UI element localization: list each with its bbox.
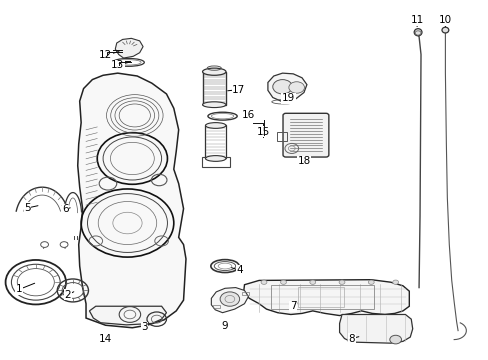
- Polygon shape: [89, 306, 166, 325]
- Polygon shape: [339, 315, 412, 343]
- Text: 18: 18: [297, 156, 310, 166]
- Bar: [205, 126, 225, 158]
- Text: 8: 8: [348, 333, 354, 343]
- Text: 17: 17: [231, 85, 245, 95]
- Text: 7: 7: [289, 301, 296, 311]
- Text: 19: 19: [281, 93, 294, 103]
- Bar: [212, 305, 220, 309]
- Text: 2: 2: [64, 290, 71, 300]
- Polygon shape: [115, 39, 143, 58]
- Text: 14: 14: [99, 333, 112, 343]
- Polygon shape: [267, 73, 306, 102]
- Ellipse shape: [202, 68, 225, 75]
- Bar: [202, 72, 225, 105]
- Ellipse shape: [205, 156, 225, 161]
- Text: 11: 11: [409, 15, 423, 26]
- Bar: [277, 132, 286, 140]
- Text: 10: 10: [438, 15, 451, 26]
- Text: 9: 9: [221, 321, 228, 331]
- Bar: [298, 287, 344, 307]
- Circle shape: [280, 280, 286, 284]
- Polygon shape: [211, 288, 248, 313]
- Circle shape: [367, 280, 373, 284]
- Text: 15: 15: [256, 127, 269, 136]
- Ellipse shape: [441, 27, 448, 33]
- Circle shape: [220, 292, 239, 306]
- Text: 5: 5: [24, 203, 31, 213]
- Ellipse shape: [413, 29, 421, 36]
- Circle shape: [272, 80, 292, 94]
- Circle shape: [392, 280, 398, 284]
- Polygon shape: [78, 73, 185, 328]
- Text: 4: 4: [236, 265, 243, 275]
- Bar: [242, 292, 249, 296]
- FancyBboxPatch shape: [283, 113, 328, 157]
- Bar: [201, 157, 229, 167]
- Ellipse shape: [205, 123, 225, 129]
- Circle shape: [41, 242, 48, 247]
- Polygon shape: [243, 280, 408, 316]
- Ellipse shape: [202, 102, 225, 108]
- Text: 13: 13: [111, 60, 124, 70]
- Text: 12: 12: [99, 50, 112, 60]
- Circle shape: [389, 335, 401, 344]
- Circle shape: [261, 280, 266, 284]
- Text: 16: 16: [241, 111, 255, 121]
- Text: 6: 6: [62, 204, 69, 215]
- Circle shape: [309, 280, 315, 284]
- Text: 3: 3: [141, 322, 147, 332]
- Circle shape: [60, 242, 68, 247]
- Circle shape: [288, 82, 304, 93]
- Bar: [271, 285, 373, 309]
- Circle shape: [338, 280, 344, 284]
- Text: 1: 1: [16, 284, 22, 294]
